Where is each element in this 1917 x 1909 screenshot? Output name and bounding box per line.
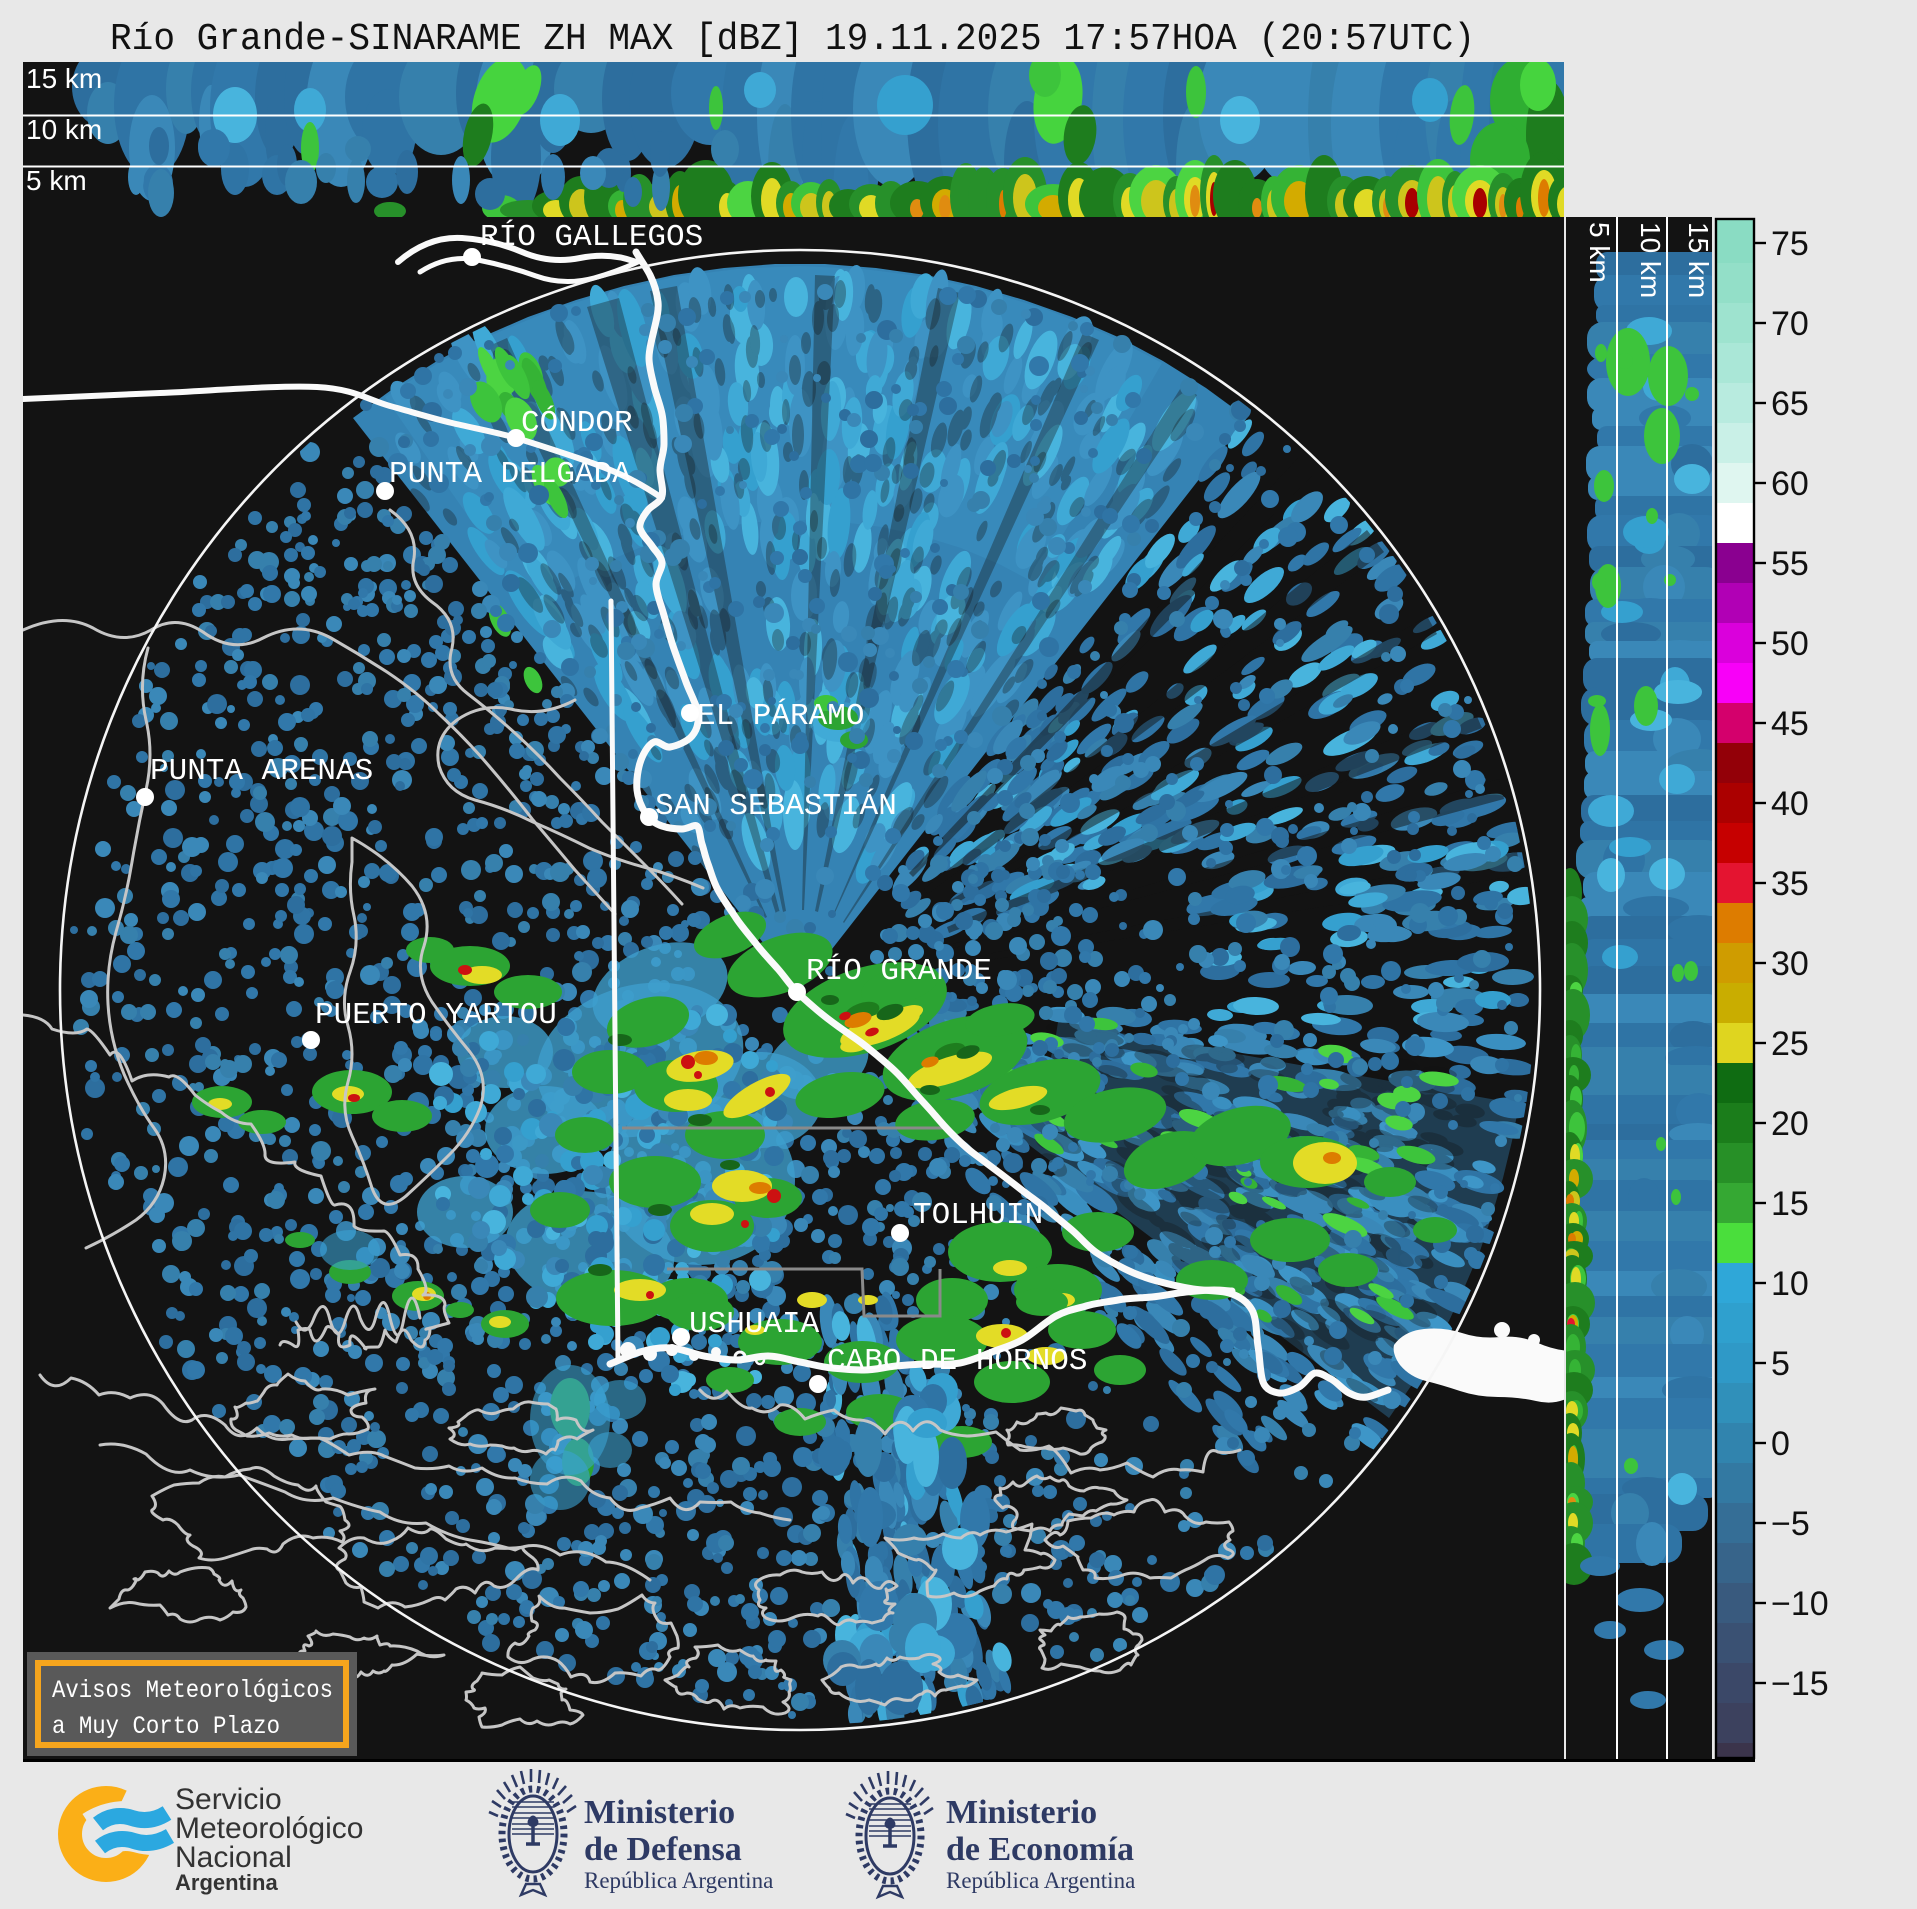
svg-text:35: 35 bbox=[1771, 865, 1809, 903]
svg-text:CÓNDOR: CÓNDOR bbox=[521, 404, 633, 441]
svg-text:60: 60 bbox=[1771, 465, 1809, 503]
svg-text:40: 40 bbox=[1771, 785, 1809, 823]
svg-text:5 km: 5 km bbox=[26, 165, 87, 196]
svg-text:RÍO GALLEGOS: RÍO GALLEGOS bbox=[480, 218, 703, 255]
svg-text:Río Grande-SINARAME ZH MAX [dB: Río Grande-SINARAME ZH MAX [dBZ] 19.11.2… bbox=[110, 18, 1475, 61]
svg-text:25: 25 bbox=[1771, 1025, 1809, 1063]
svg-text:RÍO GRANDE: RÍO GRANDE bbox=[806, 952, 992, 989]
svg-text:10 km: 10 km bbox=[1635, 222, 1666, 298]
svg-text:PUNTA ARENAS: PUNTA ARENAS bbox=[150, 754, 373, 789]
svg-text:55: 55 bbox=[1771, 545, 1809, 583]
svg-text:Avisos Meteorológicos: Avisos Meteorológicos bbox=[52, 1676, 333, 1705]
svg-text:USHUAIA: USHUAIA bbox=[689, 1307, 820, 1342]
svg-text:PUNTA DELGADA: PUNTA DELGADA bbox=[389, 457, 631, 492]
svg-text:15: 15 bbox=[1771, 1185, 1809, 1223]
svg-text:10 km: 10 km bbox=[26, 114, 102, 145]
svg-text:15 km: 15 km bbox=[26, 63, 102, 94]
svg-text:75: 75 bbox=[1771, 225, 1809, 263]
svg-text:PUERTO YARTOU: PUERTO YARTOU bbox=[315, 998, 557, 1033]
svg-text:15 km: 15 km bbox=[1683, 222, 1714, 298]
svg-text:CABO DE HORNOS: CABO DE HORNOS bbox=[827, 1344, 1087, 1379]
svg-text:a Muy Corto Plazo: a Muy Corto Plazo bbox=[52, 1712, 280, 1741]
svg-text:50: 50 bbox=[1771, 625, 1809, 663]
svg-text:70: 70 bbox=[1771, 305, 1809, 343]
svg-text:SAN SEBASTIÁN: SAN SEBASTIÁN bbox=[655, 787, 897, 824]
svg-text:45: 45 bbox=[1771, 705, 1809, 743]
svg-text:65: 65 bbox=[1771, 385, 1809, 423]
svg-text:30: 30 bbox=[1771, 945, 1809, 983]
svg-text:5 km: 5 km bbox=[1584, 222, 1615, 283]
svg-text:EL PÁRAMO: EL PÁRAMO bbox=[697, 697, 864, 734]
svg-text:20: 20 bbox=[1771, 1105, 1809, 1143]
svg-text:TOLHUIN: TOLHUIN bbox=[913, 1198, 1043, 1233]
